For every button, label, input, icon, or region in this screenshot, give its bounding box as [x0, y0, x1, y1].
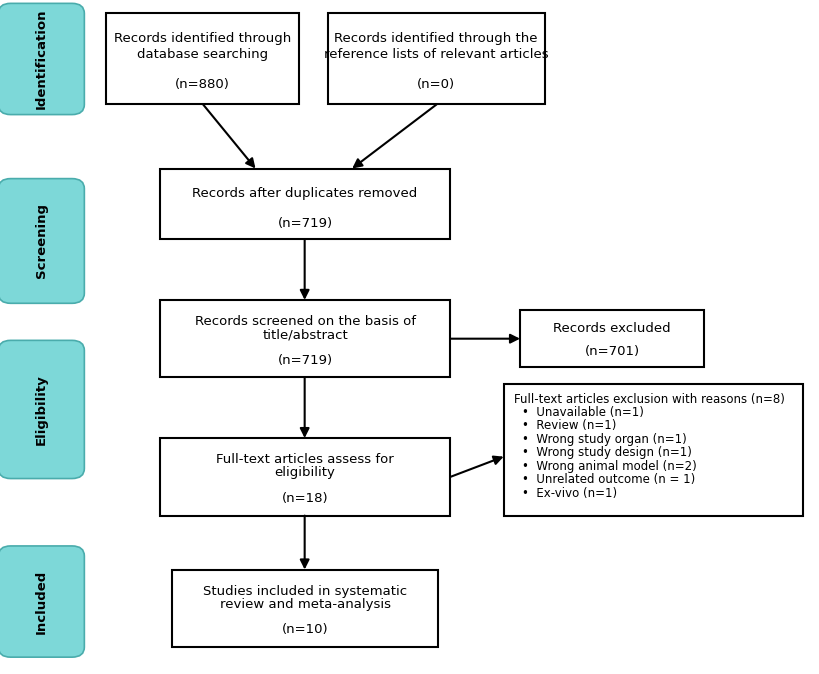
Text: Eligibility: Eligibility: [35, 374, 48, 445]
Text: •  Unavailable (n=1): • Unavailable (n=1): [522, 406, 644, 419]
Bar: [160, 168, 450, 239]
Text: (n=18): (n=18): [282, 492, 328, 505]
Text: •  Wrong animal model (n=2): • Wrong animal model (n=2): [522, 460, 696, 473]
Text: Records excluded: Records excluded: [554, 322, 671, 335]
Text: (n=719): (n=719): [278, 354, 333, 367]
Bar: [106, 13, 299, 104]
Bar: [504, 384, 803, 516]
Text: Records after duplicates removed: Records after duplicates removed: [192, 187, 418, 200]
Text: •  Wrong study organ (n=1): • Wrong study organ (n=1): [522, 433, 686, 446]
Text: review and meta-analysis: review and meta-analysis: [219, 598, 391, 611]
Text: Studies included in systematic: Studies included in systematic: [203, 585, 407, 598]
Text: Full-text articles exclusion with reasons (n=8): Full-text articles exclusion with reason…: [514, 393, 785, 406]
FancyBboxPatch shape: [0, 340, 84, 479]
FancyBboxPatch shape: [0, 546, 84, 657]
FancyBboxPatch shape: [0, 3, 84, 115]
Text: (n=10): (n=10): [282, 623, 328, 636]
Text: (n=719): (n=719): [278, 217, 333, 231]
Text: eligibility: eligibility: [274, 466, 336, 479]
Text: •  Unrelated outcome (n = 1): • Unrelated outcome (n = 1): [522, 473, 695, 487]
Text: •  Wrong study design (n=1): • Wrong study design (n=1): [522, 446, 691, 460]
Text: (n=880): (n=880): [175, 78, 230, 91]
Text: reference lists of relevant articles: reference lists of relevant articles: [324, 48, 549, 61]
Text: Records screened on the basis of: Records screened on the basis of: [195, 315, 415, 328]
Text: Records identified through: Records identified through: [114, 32, 292, 45]
FancyBboxPatch shape: [0, 179, 84, 303]
Text: •  Review (n=1): • Review (n=1): [522, 419, 616, 433]
Bar: [172, 570, 438, 647]
Text: Identification: Identification: [35, 9, 48, 109]
Bar: [160, 300, 450, 377]
Text: title/abstract: title/abstract: [262, 328, 348, 341]
Bar: [328, 13, 545, 104]
Text: database searching: database searching: [137, 48, 269, 61]
Text: (n=0): (n=0): [417, 78, 455, 91]
Text: Included: Included: [35, 570, 48, 634]
Text: Screening: Screening: [35, 204, 48, 278]
Text: •  Ex-vivo (n=1): • Ex-vivo (n=1): [522, 487, 617, 500]
Bar: [520, 310, 704, 367]
Bar: [160, 438, 450, 516]
Text: Full-text articles assess for: Full-text articles assess for: [216, 454, 394, 466]
Text: (n=701): (n=701): [585, 345, 640, 358]
Text: Records identified through the: Records identified through the: [334, 32, 538, 45]
